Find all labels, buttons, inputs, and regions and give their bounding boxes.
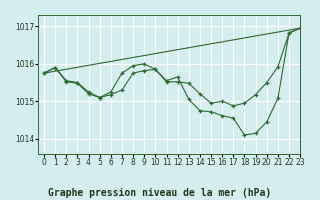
Text: Graphe pression niveau de la mer (hPa): Graphe pression niveau de la mer (hPa)	[48, 188, 272, 198]
